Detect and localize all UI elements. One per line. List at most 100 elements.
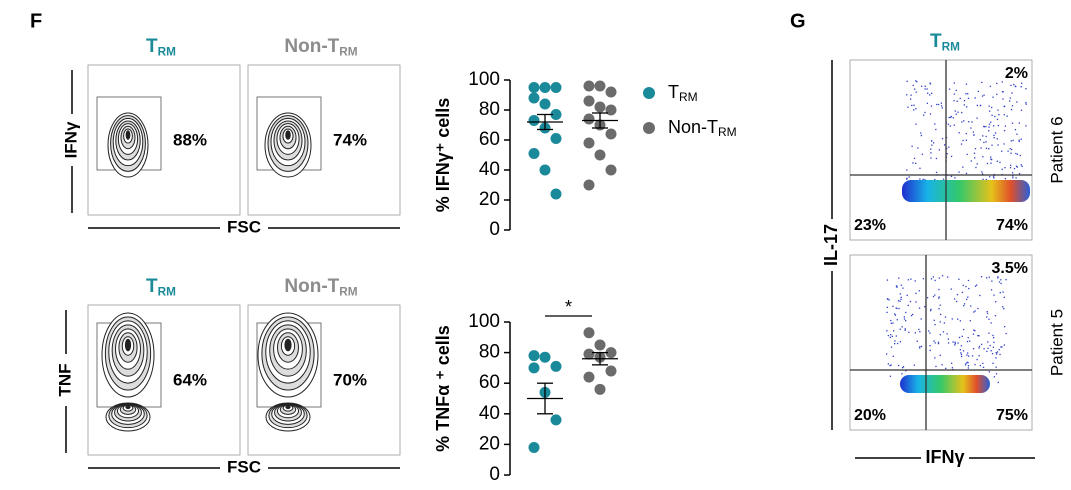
event — [1011, 172, 1014, 174]
event — [889, 336, 891, 339]
event — [904, 320, 907, 322]
event — [944, 316, 947, 318]
quadrant-percent: 23% — [854, 217, 886, 234]
event — [989, 85, 992, 88]
event — [1001, 168, 1003, 170]
event — [1004, 177, 1007, 180]
event — [974, 157, 976, 159]
patient-label: Patient 6 — [1047, 116, 1066, 183]
event — [940, 313, 942, 316]
event — [965, 285, 967, 288]
event — [983, 348, 985, 350]
event — [945, 367, 947, 370]
event — [988, 332, 990, 334]
event — [965, 106, 968, 108]
event — [889, 364, 891, 367]
event — [930, 140, 933, 142]
y-tick-label: 80 — [479, 99, 500, 120]
event — [1003, 326, 1006, 328]
event — [1008, 100, 1011, 102]
event — [998, 348, 1000, 351]
event — [985, 135, 987, 138]
event — [995, 373, 998, 375]
event — [1010, 84, 1012, 87]
event — [913, 109, 915, 111]
event — [967, 361, 969, 364]
event — [1014, 85, 1016, 87]
contour-core — [285, 404, 291, 410]
event — [953, 82, 955, 84]
event — [913, 364, 916, 366]
event — [1004, 125, 1007, 127]
event — [954, 344, 956, 346]
data-point — [539, 98, 551, 110]
data-point — [583, 179, 595, 191]
event — [1002, 291, 1004, 293]
event — [899, 340, 902, 343]
event — [1002, 306, 1004, 308]
event — [974, 97, 976, 99]
event — [991, 114, 993, 117]
event — [896, 307, 898, 310]
legend-sub: RM — [718, 125, 737, 139]
data-point — [528, 441, 540, 453]
event — [966, 354, 968, 356]
event — [938, 297, 940, 299]
y-tick-label: 0 — [489, 464, 500, 485]
event — [935, 365, 937, 368]
event — [918, 290, 920, 292]
event — [988, 318, 990, 320]
event — [996, 353, 998, 355]
event — [906, 80, 908, 82]
event — [946, 153, 948, 155]
data-point — [528, 82, 540, 93]
event — [924, 88, 926, 90]
plot-frame — [849, 59, 1033, 241]
event — [901, 366, 904, 369]
data-point — [583, 327, 595, 339]
event — [998, 281, 1001, 283]
event — [982, 178, 984, 180]
event — [937, 342, 940, 345]
event — [894, 342, 896, 345]
legend-main: Non-T — [668, 117, 718, 137]
event — [954, 298, 956, 300]
event — [1009, 147, 1011, 150]
event — [896, 342, 899, 345]
event — [970, 305, 972, 307]
event — [948, 116, 950, 119]
event — [965, 132, 967, 135]
event — [940, 105, 943, 107]
label-main: Non-T — [284, 36, 339, 57]
event — [967, 93, 969, 95]
event — [980, 147, 982, 149]
event — [993, 137, 995, 139]
event — [886, 353, 888, 355]
event — [894, 313, 896, 315]
event — [996, 82, 998, 85]
event — [921, 85, 923, 87]
event — [915, 301, 917, 303]
quadrant-percent: 3.5% — [992, 260, 1028, 277]
event — [928, 330, 930, 332]
event — [993, 341, 995, 343]
event — [898, 307, 900, 310]
event — [992, 346, 995, 348]
event — [1003, 344, 1006, 346]
event — [967, 97, 970, 100]
event — [1006, 115, 1008, 117]
event — [918, 307, 921, 309]
event — [981, 81, 983, 84]
event — [999, 292, 1001, 294]
event — [966, 340, 969, 343]
event — [990, 322, 992, 324]
event — [1003, 296, 1005, 299]
event — [898, 277, 900, 279]
event — [1015, 165, 1018, 167]
event — [967, 352, 969, 354]
data-point — [583, 113, 595, 125]
event — [971, 355, 974, 357]
event — [934, 323, 936, 326]
event — [919, 347, 921, 349]
event — [953, 100, 955, 102]
